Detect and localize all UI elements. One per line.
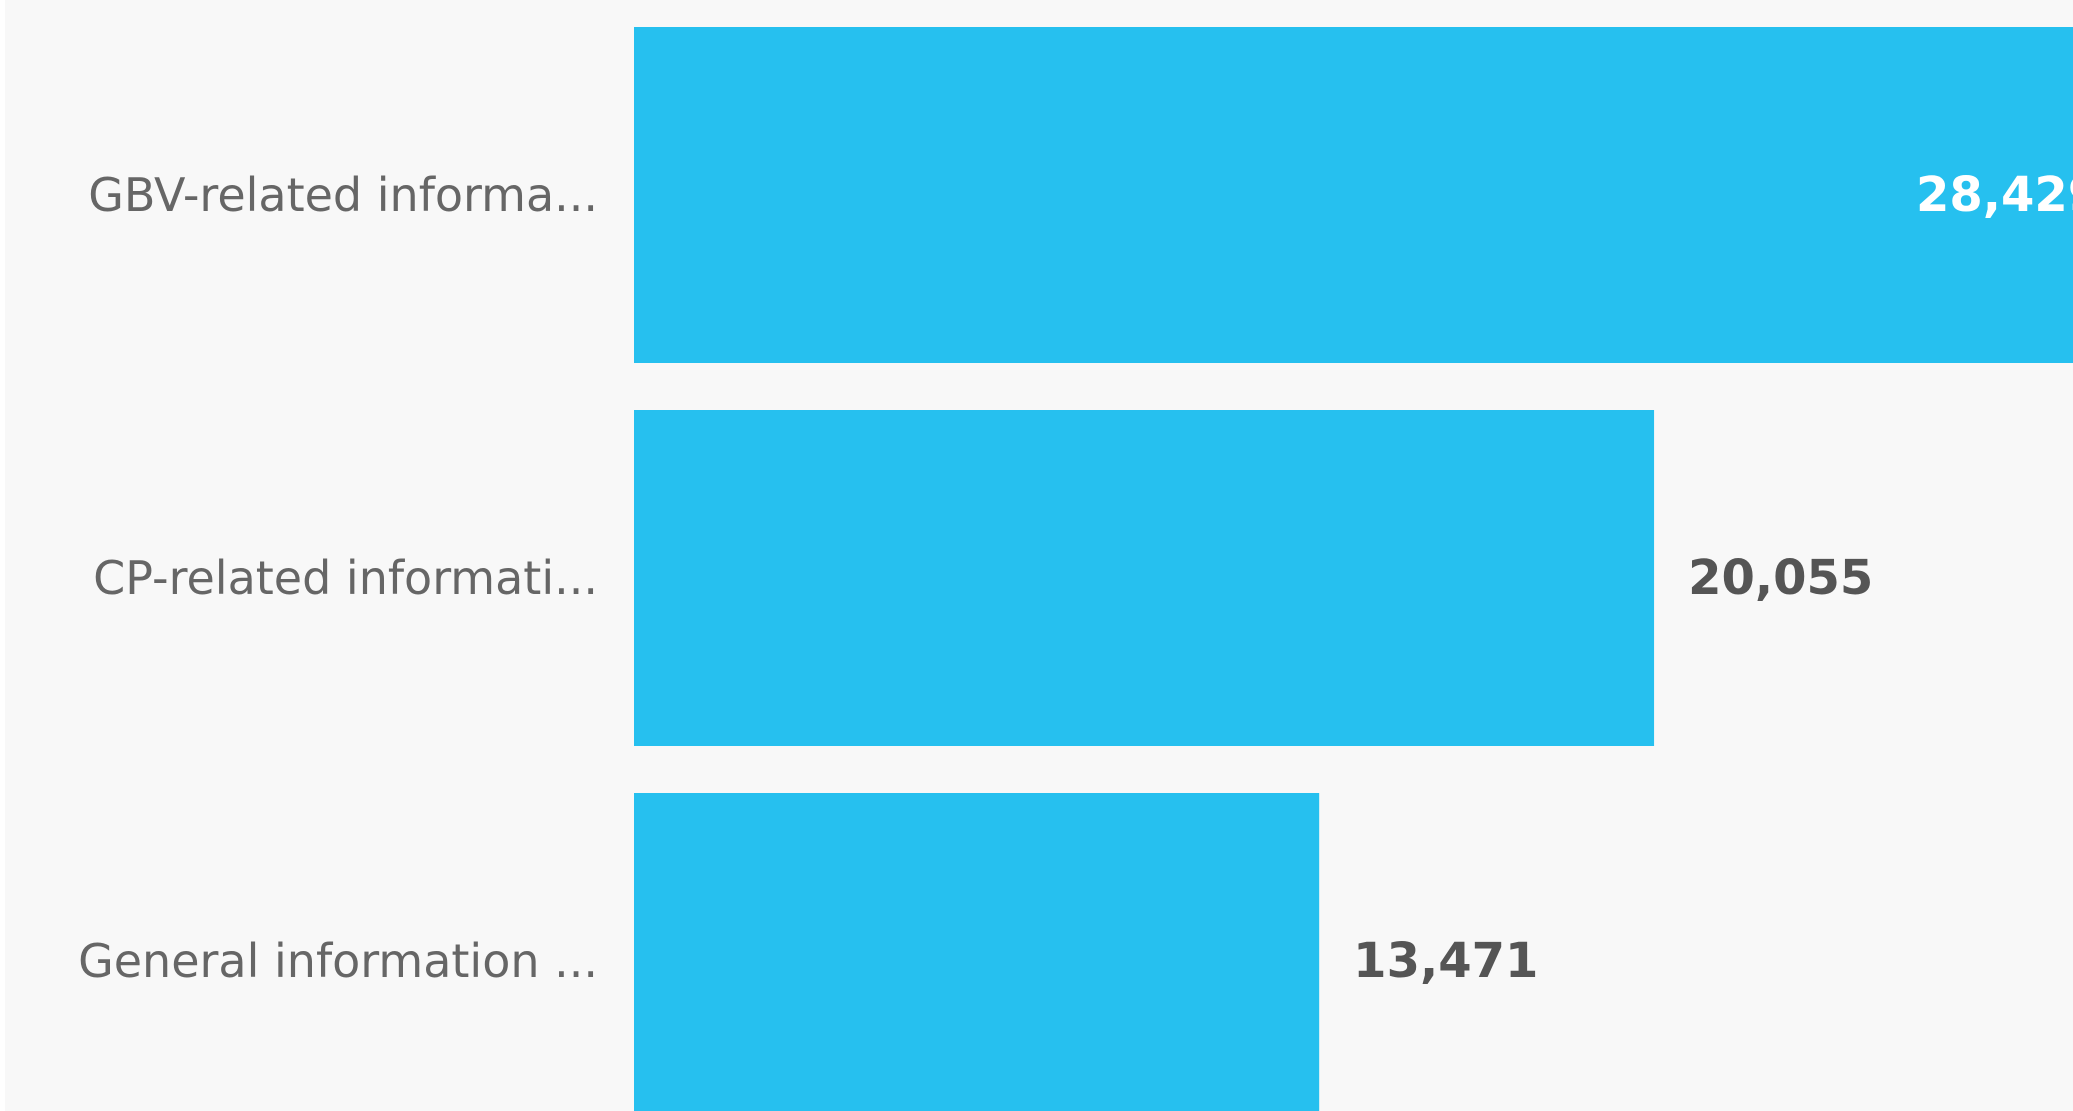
category-label-2: CP-related informati...: [93, 551, 598, 605]
category-label-1: GBV-related informa...: [88, 168, 598, 222]
data-label-2: 20,055: [1688, 550, 1873, 606]
category-label-3: General information ...: [78, 934, 598, 988]
bar-1[interactable]: [634, 27, 2073, 363]
bars-layer: [634, 27, 2073, 1111]
data-label-1: 28,429: [1916, 167, 2073, 223]
bar-3[interactable]: [634, 793, 1320, 1111]
data-label-3: 13,471: [1353, 933, 1538, 989]
bar-2[interactable]: [634, 410, 1655, 746]
labels-layer: GBV-related informa... 28,429 CP-related i…: [78, 167, 2073, 989]
